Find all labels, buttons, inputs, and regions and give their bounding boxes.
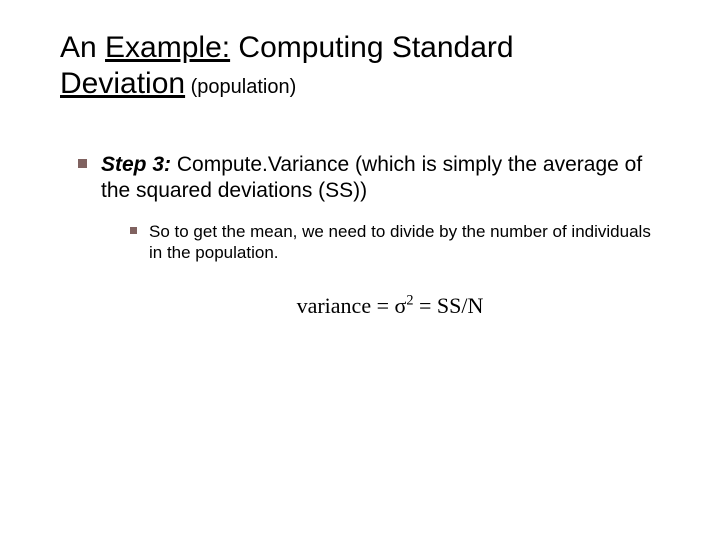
- title-suffix-1: Computing Standard: [230, 31, 514, 64]
- title-prefix: An: [60, 31, 105, 64]
- variance-formula: variance = σ2 = SS/N: [100, 293, 680, 319]
- step-label: Step 3:: [101, 153, 171, 176]
- lvl1-body: Compute.Variance (which is simply the av…: [101, 153, 642, 202]
- title-line-2: Deviation (population): [60, 66, 680, 102]
- formula-lhs: variance =: [297, 293, 395, 318]
- square-bullet-icon: [130, 227, 137, 234]
- formula-exponent: 2: [406, 293, 413, 309]
- title-subtext: (population): [185, 76, 296, 98]
- slide: An Example: Computing Standard Deviation…: [0, 0, 720, 540]
- bullet-level-2: So to get the mean, we need to divide by…: [130, 221, 680, 264]
- title-underline-2: Deviation: [60, 67, 185, 100]
- formula-rhs: = SS/N: [414, 293, 484, 318]
- formula-sigma: σ: [395, 293, 407, 318]
- bullet-level-1: Step 3: Compute.Variance (which is simpl…: [78, 152, 680, 205]
- lvl1-text: Step 3: Compute.Variance (which is simpl…: [101, 152, 661, 205]
- lvl2-text: So to get the mean, we need to divide by…: [149, 221, 659, 264]
- title-underline-1: Example:: [105, 31, 230, 64]
- title-line-1: An Example: Computing Standard: [60, 30, 680, 66]
- square-bullet-icon: [78, 159, 87, 168]
- slide-title: An Example: Computing Standard Deviation…: [60, 30, 680, 102]
